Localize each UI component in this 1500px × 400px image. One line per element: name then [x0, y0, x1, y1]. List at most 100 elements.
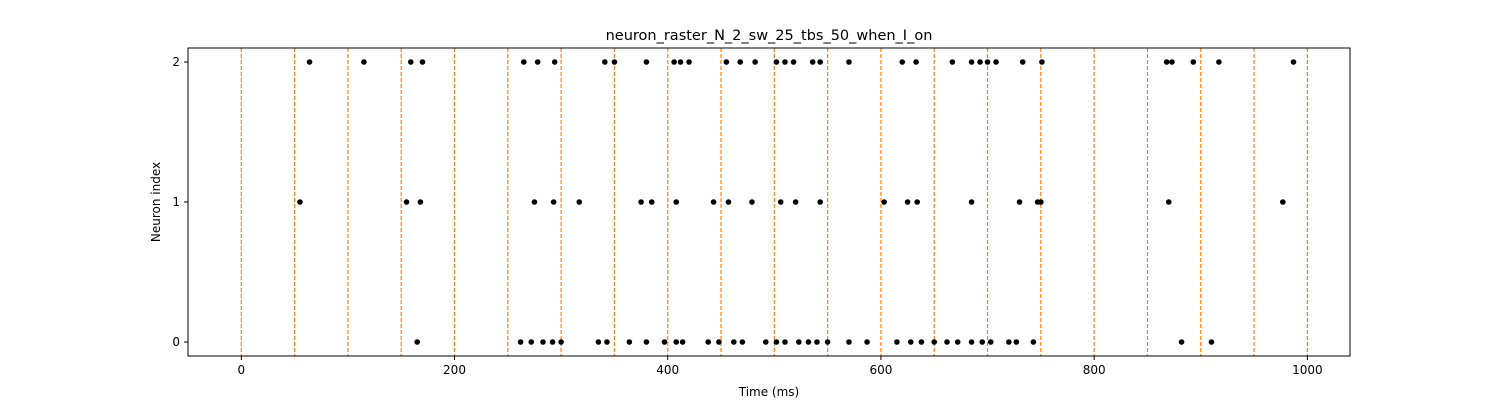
spike-point: [914, 199, 920, 205]
spike-point: [944, 339, 950, 345]
spike-point: [716, 339, 722, 345]
spike-point: [1208, 339, 1215, 345]
spike-point: [949, 59, 956, 65]
spike-point: [643, 339, 650, 345]
spike-point: [777, 199, 784, 205]
spike-points: [297, 59, 1297, 345]
trigger-lines: [240, 48, 1308, 356]
spike-point: [297, 199, 303, 205]
spike-point: [661, 339, 668, 345]
spike-point: [408, 59, 414, 65]
y-axis-label: Neuron index: [149, 162, 163, 242]
x-tick-label: 800: [1083, 363, 1106, 377]
spike-point: [864, 339, 870, 345]
spike-point: [306, 59, 313, 65]
spike-point: [673, 339, 680, 345]
spike-point: [521, 59, 527, 65]
x-tick-label: 600: [869, 363, 892, 377]
spike-point: [968, 339, 975, 345]
spike-point: [638, 199, 644, 205]
spike-point: [809, 59, 816, 65]
spike-point: [1019, 59, 1026, 65]
spike-point: [1006, 339, 1012, 345]
spike-point: [790, 59, 797, 65]
spike-point: [1190, 59, 1197, 65]
spike-point: [540, 339, 546, 345]
spike-point: [979, 339, 986, 345]
spike-point: [549, 339, 556, 345]
x-tick-label: 400: [656, 363, 679, 377]
spike-point: [1178, 339, 1185, 345]
spike-point: [805, 339, 812, 345]
spike-point: [414, 339, 421, 345]
spike-point: [773, 59, 780, 65]
spike-point: [595, 339, 602, 345]
spike-point: [977, 59, 983, 65]
spike-point: [551, 59, 558, 65]
spike-point: [1013, 339, 1020, 345]
spike-point: [782, 339, 788, 345]
x-axis-ticks: 0 200 400 600 800 1000: [237, 356, 1323, 377]
spike-point: [626, 339, 633, 345]
spike-point: [1280, 199, 1286, 205]
spike-point: [602, 59, 608, 65]
spike-point: [1163, 59, 1170, 65]
spike-point: [531, 199, 538, 205]
y-axis-ticks: 0 1 2: [172, 55, 188, 349]
spike-point: [1016, 199, 1023, 205]
spike-point: [968, 59, 975, 65]
y-tick-label: 1: [172, 195, 180, 209]
spike-point: [1030, 339, 1037, 345]
spike-point: [814, 339, 820, 345]
spike-point: [731, 339, 737, 345]
spike-point: [417, 199, 424, 205]
spike-point: [894, 339, 900, 345]
spike-point: [824, 339, 831, 345]
spike-point: [517, 339, 524, 345]
y-tick-label: 2: [172, 55, 180, 69]
spike-point: [710, 199, 717, 205]
spike-point: [528, 339, 535, 345]
spike-point: [611, 59, 618, 65]
spike-point: [899, 59, 906, 65]
spike-point: [576, 199, 583, 205]
x-tick-label: 1000: [1292, 363, 1323, 377]
spike-point: [1216, 59, 1222, 65]
spike-point: [1038, 199, 1044, 205]
spike-point: [686, 59, 692, 65]
spike-point: [1165, 199, 1172, 205]
spike-point: [550, 199, 557, 205]
spike-point: [534, 59, 541, 65]
spike-point: [954, 339, 961, 345]
spike-point: [881, 199, 887, 205]
spike-point: [931, 339, 938, 345]
spike-point: [792, 199, 799, 205]
chart-title: neuron_raster_N_2_sw_25_tbs_50_when_I_on: [606, 28, 933, 44]
spike-point: [817, 59, 823, 65]
x-axis-label: Time (ms): [738, 385, 800, 399]
spike-point: [725, 199, 732, 205]
spike-point: [796, 339, 802, 345]
spike-point: [907, 339, 914, 345]
spike-point: [679, 339, 686, 345]
spike-point: [993, 59, 999, 65]
spike-point: [403, 199, 410, 205]
y-tick-label: 0: [172, 335, 180, 349]
spike-point: [752, 59, 758, 65]
spike-point: [984, 59, 991, 65]
spike-point: [673, 199, 680, 205]
spike-point: [705, 339, 712, 345]
spike-point: [987, 339, 994, 345]
spike-point: [648, 199, 655, 205]
spike-point: [817, 199, 823, 205]
spike-point: [773, 339, 780, 345]
plot-frame: [187, 47, 1351, 357]
spike-point: [739, 339, 746, 345]
spike-point: [968, 199, 975, 205]
spike-point: [904, 199, 911, 205]
spike-point: [846, 339, 852, 345]
x-tick-label: 0: [237, 363, 245, 377]
spike-point: [846, 59, 852, 65]
spike-point: [1169, 59, 1175, 65]
